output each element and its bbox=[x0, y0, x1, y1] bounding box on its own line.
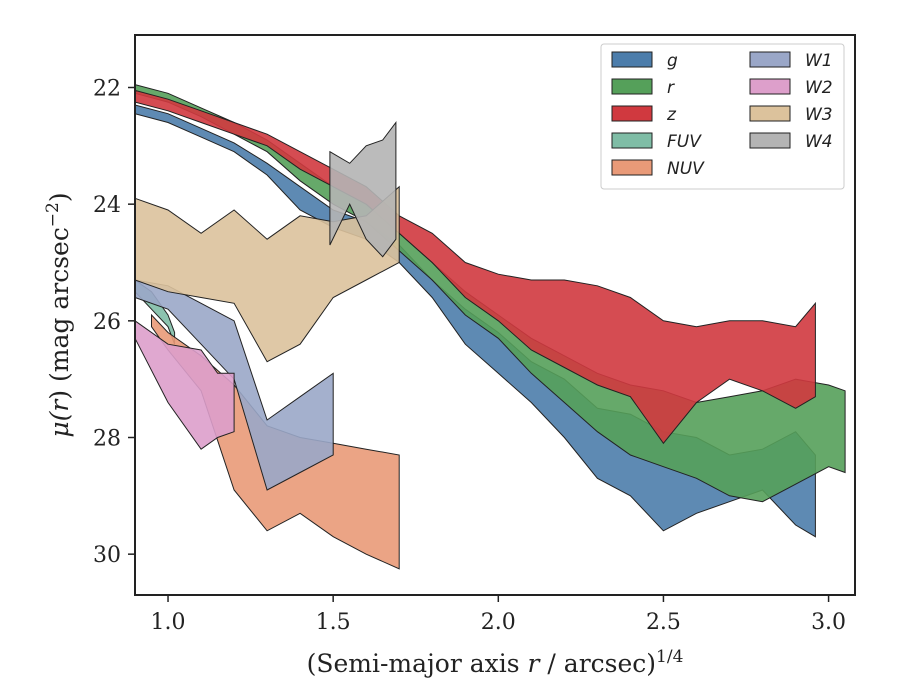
legend-swatch-fuv bbox=[611, 132, 653, 149]
x-tick-label: 1.0 bbox=[151, 610, 186, 635]
legend-label-w4: W4 bbox=[805, 132, 833, 152]
x-tick-label: 2.5 bbox=[646, 610, 681, 635]
legend-swatch-r bbox=[611, 78, 653, 95]
area-w4 bbox=[329, 121, 397, 258]
y-tick-label: 22 bbox=[93, 77, 121, 102]
legend-swatch-nuv bbox=[611, 159, 653, 176]
area-w2 bbox=[134, 319, 235, 450]
x-axis: 1.0 1.5 2.0 2.5 3.0 bbox=[151, 595, 846, 635]
y-tick-label: 24 bbox=[93, 193, 121, 218]
x-tick-label: 3.0 bbox=[811, 610, 846, 635]
y-tick-label: 28 bbox=[93, 427, 121, 452]
legend-label-w3: W3 bbox=[805, 105, 833, 125]
legend-label-w1: W1 bbox=[805, 51, 833, 71]
x-tick-label: 1.5 bbox=[316, 610, 351, 635]
y-tick-label: 26 bbox=[93, 310, 121, 335]
y-tick-label: 30 bbox=[93, 543, 121, 568]
y-axis: 22 24 26 28 30 bbox=[93, 77, 135, 568]
legend-swatch-w4 bbox=[749, 132, 791, 149]
legend: grz FUV NUV W1 W2 W3 W4 bbox=[600, 43, 845, 190]
legend-label-g: g bbox=[667, 51, 678, 71]
legend-swatch-g bbox=[611, 51, 653, 68]
y-axis-label: μ(r) (mag arcsec−2) bbox=[43, 192, 74, 437]
legend-label-nuv: NUV bbox=[667, 159, 705, 179]
x-tick-label: 2.0 bbox=[481, 610, 516, 635]
plot-frame bbox=[134, 34, 856, 596]
profile-areas bbox=[134, 83, 846, 570]
legend-label-r: r bbox=[667, 78, 675, 98]
legend-label-z: z bbox=[666, 105, 677, 125]
legend-label-w2: W2 bbox=[805, 78, 833, 98]
legend-swatch-w3 bbox=[749, 105, 791, 122]
legend-swatch-w1 bbox=[749, 51, 791, 68]
area-w1 bbox=[134, 279, 334, 491]
x-axis-label: (Semi-major axis r / arcsec)1/4 bbox=[307, 647, 684, 678]
legend-swatch-z bbox=[611, 105, 653, 122]
legend-swatch-w2 bbox=[749, 78, 791, 95]
legend-label-fuv: FUV bbox=[667, 132, 702, 152]
